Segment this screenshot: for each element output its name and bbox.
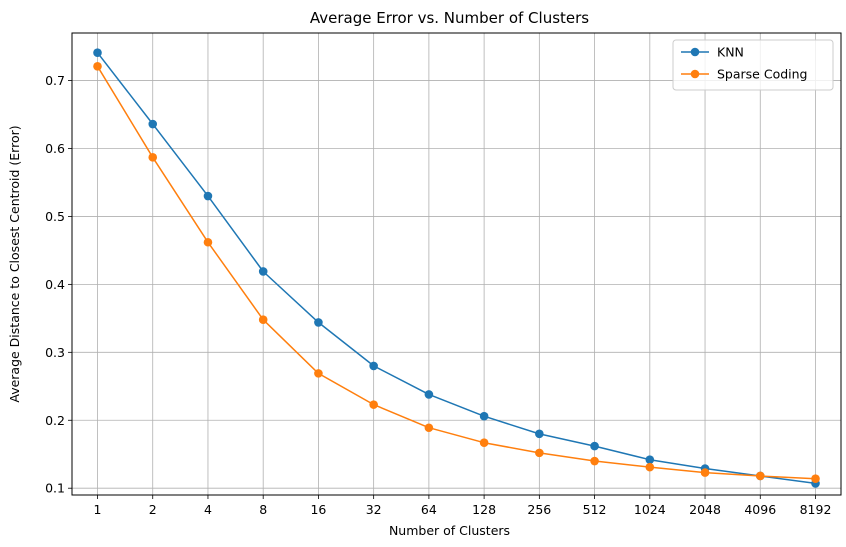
x-tick-label: 8192 — [800, 502, 832, 517]
knn-point — [148, 119, 158, 129]
x-tick-label: 2048 — [689, 502, 721, 517]
x-axis-ticks: 1 2 4 8 16 32 64 128 256 512 1024 2048 4096 8192 — [94, 495, 832, 517]
series-sparse-coding — [93, 61, 820, 483]
legend-marker-knn — [690, 47, 700, 57]
sparse-coding-point — [535, 448, 544, 458]
y-tick-label: 0.4 — [45, 277, 65, 292]
legend: KNN Sparse Coding — [672, 39, 834, 91]
x-tick-label: 4096 — [744, 502, 776, 517]
y-tick-label: 0.7 — [45, 73, 65, 88]
x-tick-label: 32 — [366, 502, 382, 517]
plot-frame — [71, 32, 842, 496]
x-tick-label: 16 — [310, 502, 326, 517]
sparse-coding-point — [700, 468, 710, 477]
sparse-coding-point — [314, 369, 323, 378]
chart-title: Average Error vs. Number of Clusters — [310, 9, 589, 27]
x-tick-label: 1024 — [634, 502, 666, 517]
x-tick-label: 2 — [149, 502, 157, 517]
knn-point — [258, 267, 268, 276]
x-tick-label: 256 — [527, 502, 551, 517]
y-tick-label: 0.5 — [45, 209, 65, 224]
sparse-coding-point — [203, 237, 213, 247]
knn-point — [645, 455, 655, 464]
knn-point — [369, 361, 378, 371]
y-tick-label: 0.1 — [45, 481, 65, 496]
knn-point — [203, 191, 213, 201]
legend-label-sparse-coding: Sparse Coding — [717, 67, 808, 82]
sparse-coding-point — [148, 153, 158, 162]
sparse-coding-point — [645, 462, 655, 472]
x-tick-label: 128 — [472, 502, 496, 517]
x-axis-label: Number of Clusters — [389, 523, 510, 538]
knn-point — [590, 441, 599, 451]
x-tick-label: 1 — [94, 502, 102, 517]
y-tick-label: 0.6 — [45, 141, 65, 156]
y-axis-label: Average Distance to Closest Centroid (Er… — [7, 125, 22, 402]
sparse-coding-point — [369, 400, 378, 409]
x-tick-label: 512 — [583, 502, 607, 517]
sparse-coding-point — [93, 61, 102, 71]
x-tick-label: 8 — [259, 502, 267, 517]
knn-line — [96, 52, 816, 485]
sparse-coding-point — [811, 474, 820, 483]
y-tick-label: 0.3 — [45, 345, 65, 360]
knn-point — [93, 48, 102, 58]
y-axis-ticks: 0.1 0.2 0.3 0.4 0.5 0.6 0.7 — [45, 73, 72, 496]
sparse-coding-point — [424, 423, 434, 433]
legend-box — [672, 39, 834, 91]
knn-point — [535, 429, 544, 439]
sparse-coding-point — [479, 438, 489, 447]
sparse-coding-point — [590, 456, 599, 466]
knn-point — [479, 411, 489, 421]
y-tick-label: 0.2 — [45, 413, 65, 428]
legend-label-knn: KNN — [717, 45, 744, 60]
knn-point — [424, 390, 434, 399]
x-tick-label: 4 — [204, 502, 212, 517]
knn-point — [314, 318, 323, 327]
sparse-coding-line — [96, 65, 816, 480]
legend-marker-sparse-coding — [690, 69, 700, 79]
sparse-coding-point — [258, 315, 268, 325]
series-layer — [93, 48, 820, 488]
sparse-coding-point — [755, 471, 765, 481]
x-tick-label: 64 — [421, 502, 437, 517]
grid-lines — [72, 33, 841, 495]
